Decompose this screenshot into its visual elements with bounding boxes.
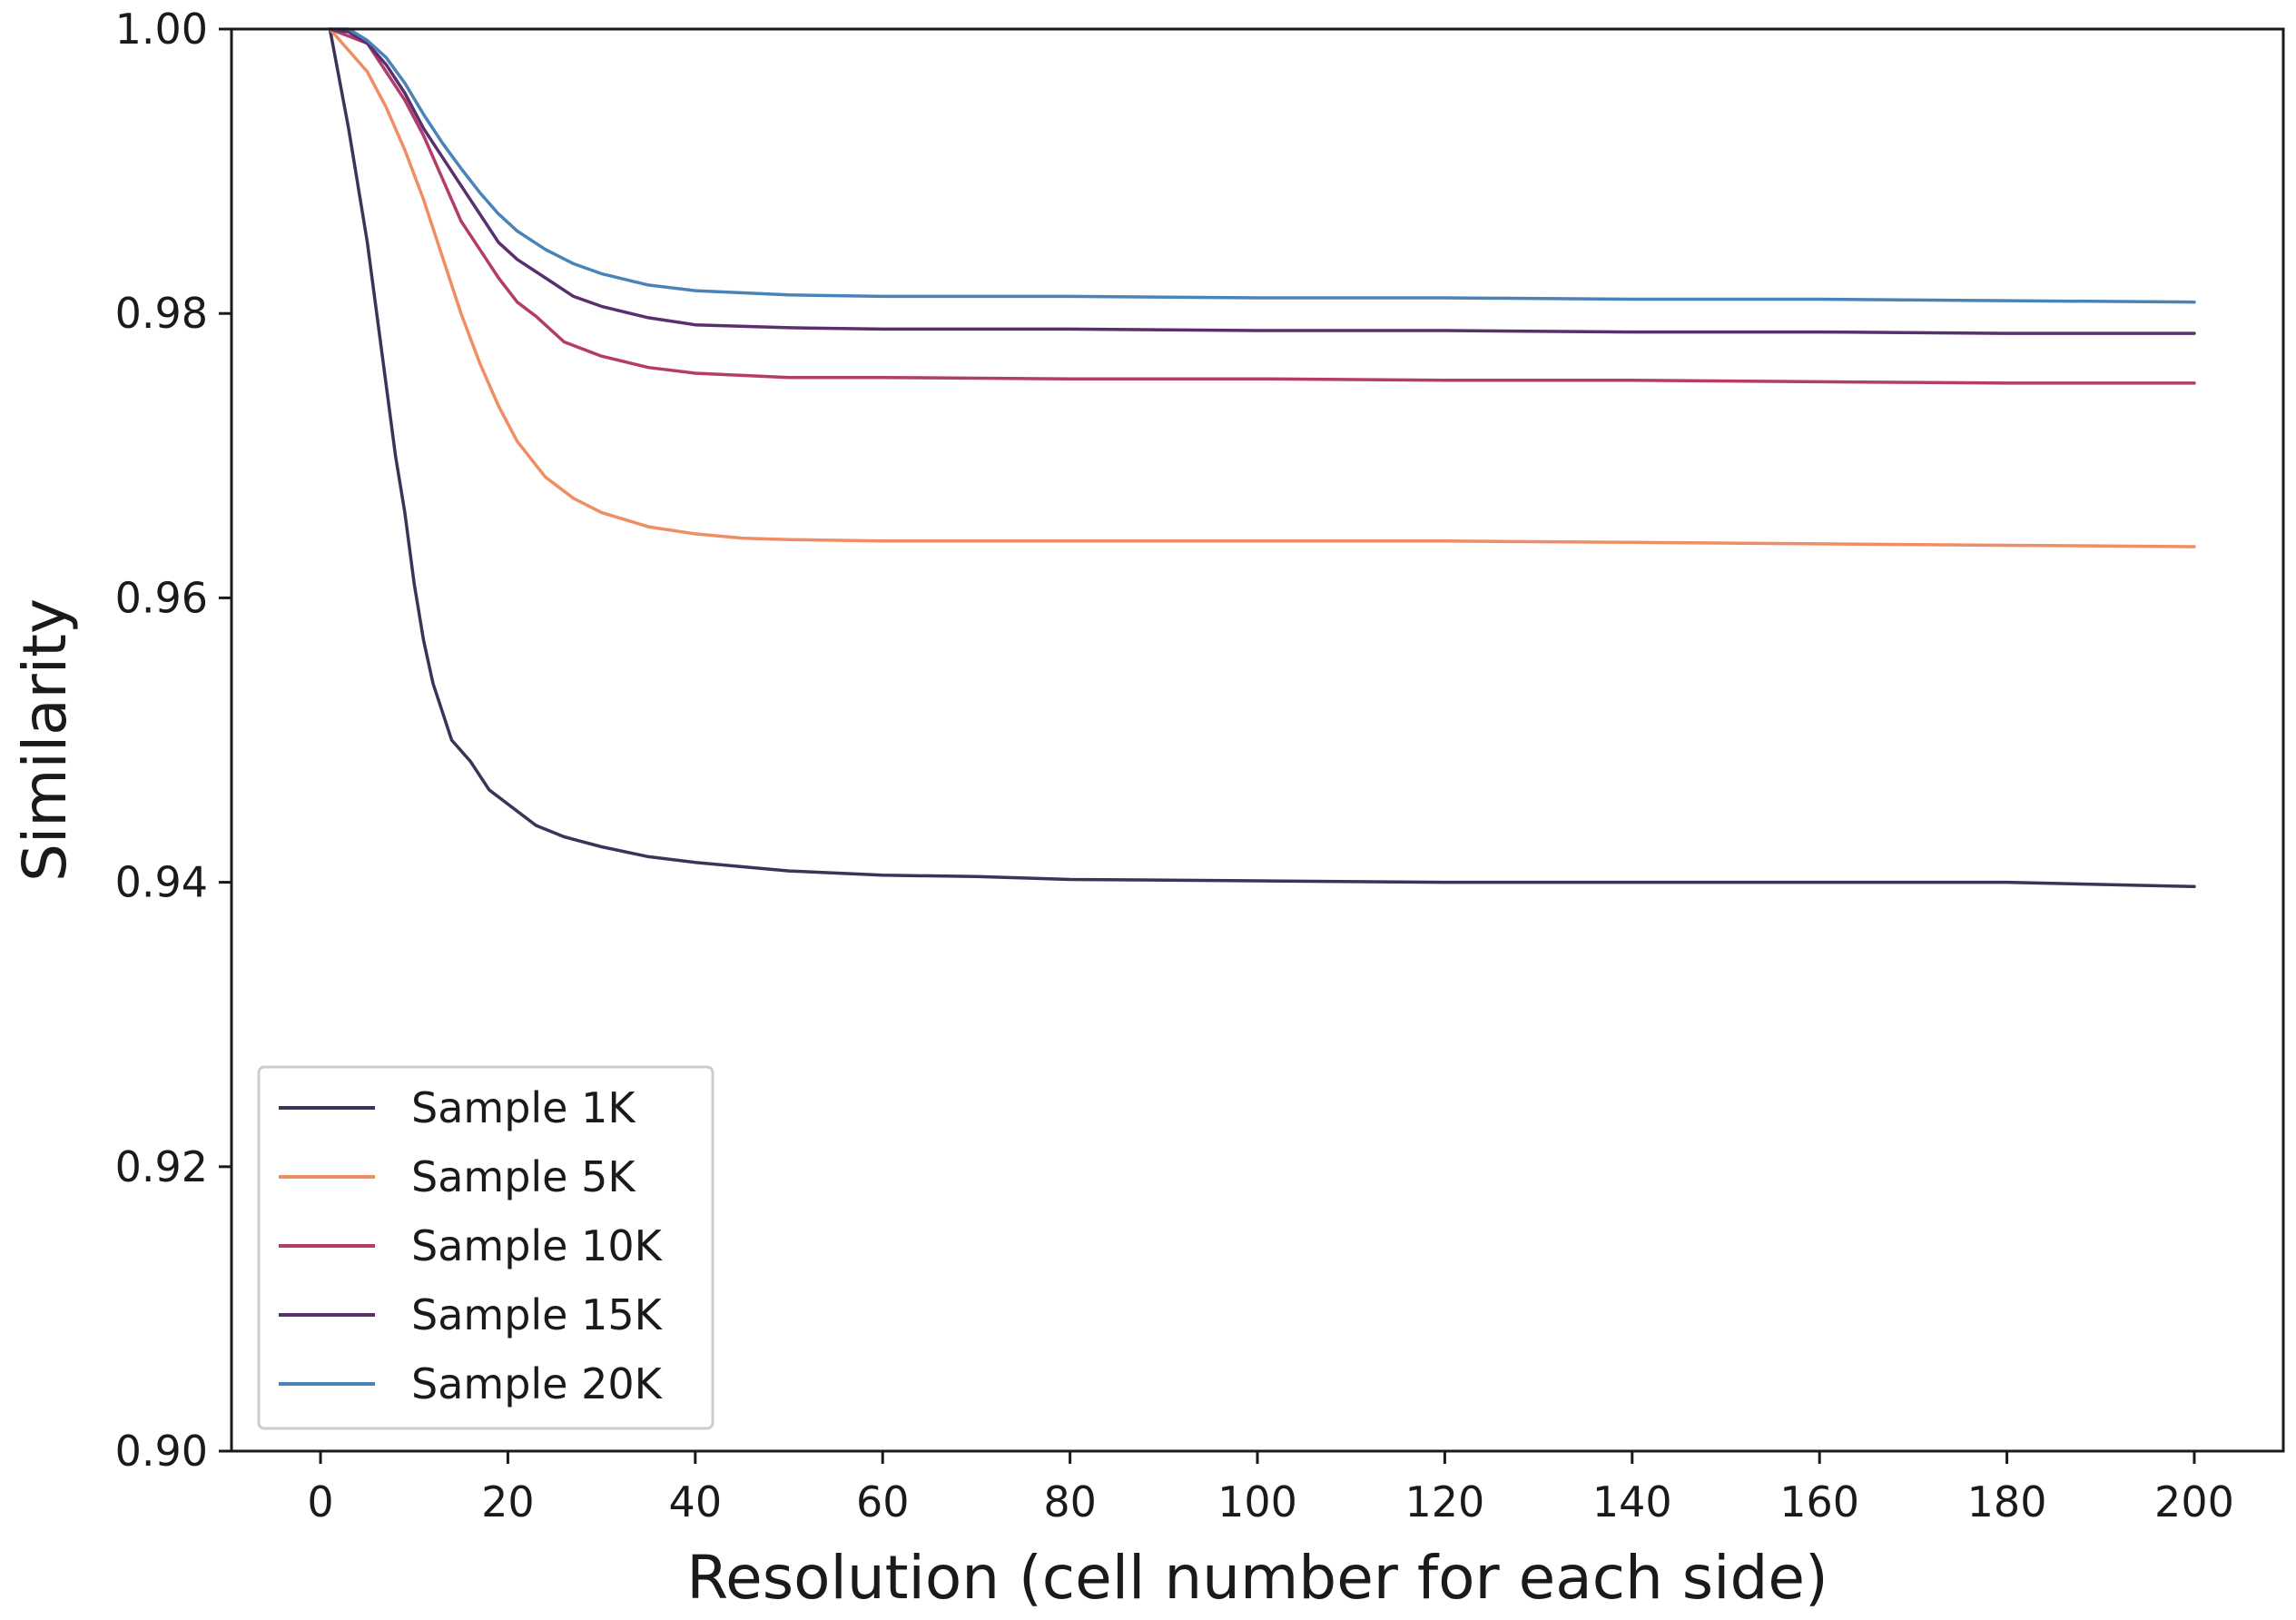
x-tick-label: 160 bbox=[1779, 1477, 1859, 1526]
legend-label-sample-1k: Sample 1K bbox=[411, 1083, 636, 1132]
y-tick-label: 0.98 bbox=[115, 289, 208, 338]
x-tick-label: 180 bbox=[1967, 1477, 2047, 1526]
legend-box bbox=[257, 1065, 714, 1430]
y-tick-label: 0.92 bbox=[115, 1142, 208, 1191]
y-tick-label: 1.00 bbox=[115, 5, 208, 54]
series-line-sample-5k bbox=[328, 27, 2196, 548]
y-axis: 0.90 0.92 0.94 0.96 0.98 1.00 bbox=[115, 5, 232, 1476]
series-line-sample-20k bbox=[328, 27, 2196, 304]
y-tick-label: 0.96 bbox=[115, 573, 208, 622]
legend: Sample 1K Sample 5K Sample 10K Sample 15K Sa… bbox=[257, 1065, 714, 1430]
x-axis-label: Resolution (cell number for each side) bbox=[686, 1543, 1828, 1613]
y-tick-label: 0.94 bbox=[115, 858, 208, 907]
series-line-sample-1k bbox=[328, 27, 2196, 889]
series-line-sample-15k bbox=[328, 27, 2196, 335]
x-tick-label: 40 bbox=[669, 1477, 723, 1526]
x-tick-label: 80 bbox=[1043, 1477, 1097, 1526]
x-tick-label: 60 bbox=[856, 1477, 910, 1526]
x-tick-label: 140 bbox=[1592, 1477, 1672, 1526]
legend-label-sample-5k: Sample 5K bbox=[411, 1152, 636, 1201]
series-line-sample-10k bbox=[328, 27, 2196, 385]
x-tick-label: 120 bbox=[1404, 1477, 1484, 1526]
legend-label-sample-10k: Sample 10K bbox=[411, 1221, 664, 1270]
y-tick-label: 0.90 bbox=[115, 1427, 208, 1476]
x-tick-label: 200 bbox=[2154, 1477, 2234, 1526]
y-axis-label: Similarity bbox=[10, 598, 80, 882]
x-tick-label: 20 bbox=[481, 1477, 535, 1526]
legend-label-sample-20k: Sample 20K bbox=[411, 1359, 664, 1408]
x-tick-label: 0 bbox=[307, 1477, 333, 1526]
x-axis: 0 20 40 60 80 100 120 140 160 180 200 bbox=[307, 1451, 2234, 1526]
x-tick-label: 100 bbox=[1217, 1477, 1297, 1526]
series-layer bbox=[328, 27, 2196, 889]
legend-label-sample-15k: Sample 15K bbox=[411, 1290, 664, 1339]
